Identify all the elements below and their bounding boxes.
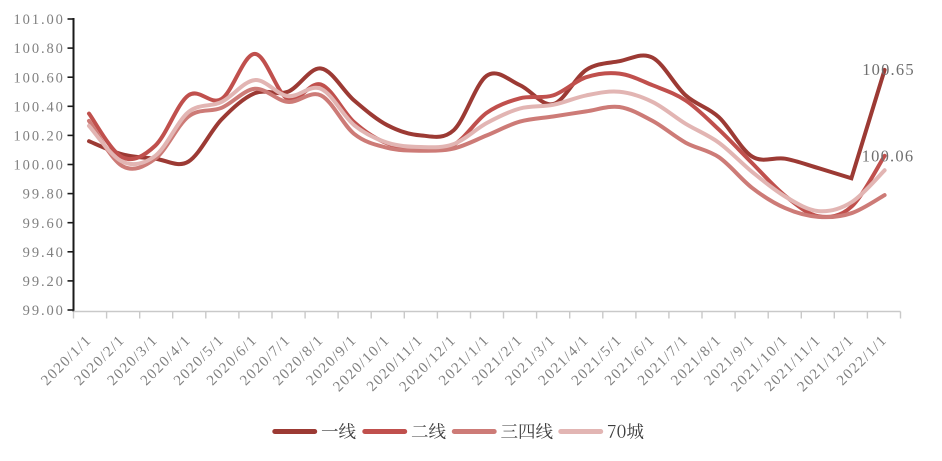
svg-text:99.40: 99.40 xyxy=(23,245,65,261)
svg-text:100.65: 100.65 xyxy=(862,60,915,79)
svg-text:100.06: 100.06 xyxy=(862,146,915,165)
svg-text:100.40: 100.40 xyxy=(14,99,65,115)
svg-text:99.80: 99.80 xyxy=(23,187,65,203)
svg-text:100.00: 100.00 xyxy=(14,158,65,174)
svg-text:101.00: 101.00 xyxy=(14,12,65,28)
svg-text:100.20: 100.20 xyxy=(14,129,65,145)
svg-text:99.60: 99.60 xyxy=(23,216,65,232)
svg-text:100.80: 100.80 xyxy=(14,41,65,57)
svg-text:99.00: 99.00 xyxy=(23,303,65,319)
svg-text:99.20: 99.20 xyxy=(23,274,65,290)
svg-text:100.60: 100.60 xyxy=(14,70,65,86)
